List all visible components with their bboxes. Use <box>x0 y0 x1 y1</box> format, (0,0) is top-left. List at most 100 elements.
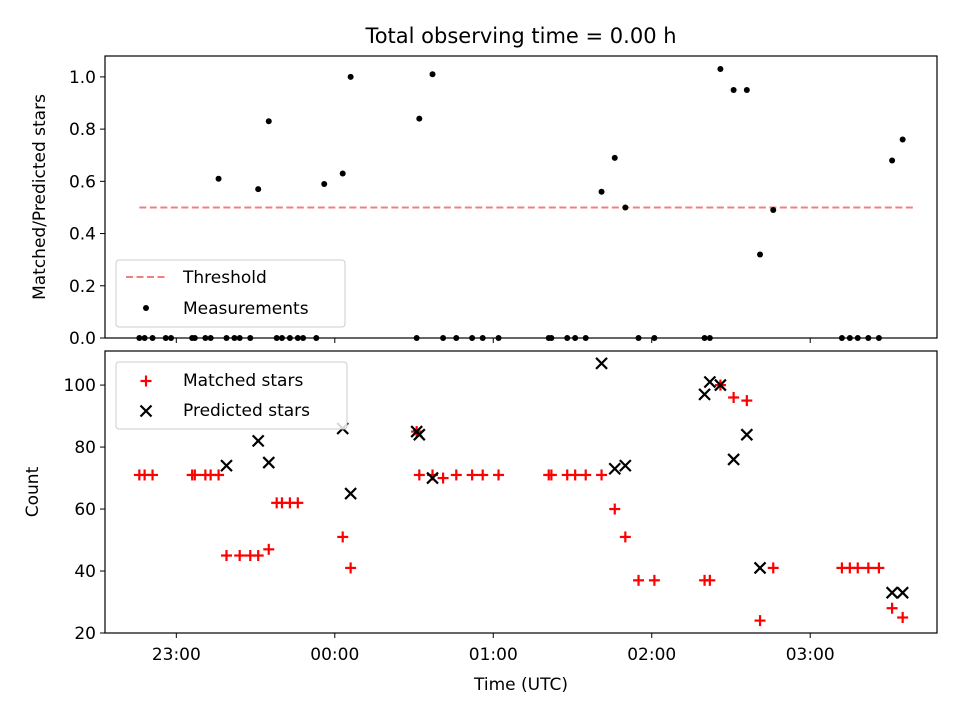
measurement-point <box>273 335 280 341</box>
matched-star-marker <box>413 469 425 481</box>
cross-stroke-b <box>262 456 276 469</box>
top-legend-box <box>115 259 346 328</box>
cross-stroke-b <box>698 388 711 401</box>
top-panel: 0.0 0.2 0.4 0.6 0.8 1.0 Threshold Measurements <box>69 55 938 349</box>
measurement-point <box>889 157 896 164</box>
matched-star-marker <box>767 562 779 574</box>
measurement-point <box>846 335 853 341</box>
measurement-point <box>706 335 713 341</box>
measurement-point <box>141 335 148 341</box>
measurement-point <box>838 335 845 341</box>
matched-star-marker <box>545 469 557 481</box>
measurement-point <box>202 335 209 341</box>
bottom-plot-frame <box>104 350 938 634</box>
measurement-point <box>582 335 589 341</box>
cross-stroke-b <box>727 453 740 466</box>
matched-star-marker <box>263 543 275 555</box>
cross-stroke-b <box>608 462 622 476</box>
measurement-point <box>548 335 555 341</box>
measurement-point <box>611 154 618 161</box>
matched-star-marker <box>741 395 753 407</box>
measurement-point <box>236 335 243 341</box>
measurement-point <box>651 335 658 341</box>
measurement-point <box>300 335 307 341</box>
measurement-point <box>231 335 238 341</box>
x-tick-label: 03:00 <box>786 645 835 665</box>
matched-star-marker <box>633 574 645 586</box>
x-tick-label: 01:00 <box>469 645 518 665</box>
predicted-star-marker <box>413 428 426 441</box>
matched-star-marker <box>477 469 489 481</box>
matched-star-marker <box>596 469 608 481</box>
cross-stroke-b <box>740 428 754 441</box>
legend-measurement-swatch <box>143 305 149 311</box>
predicted-star-marker <box>595 357 608 370</box>
predicted-star-marker <box>426 471 439 485</box>
measurement-point <box>149 335 156 341</box>
predicted-star-marker <box>344 487 357 500</box>
measurement-point <box>701 335 708 341</box>
measurement-point <box>416 115 423 122</box>
measurement-point <box>294 335 301 341</box>
measurement-point <box>770 207 777 214</box>
measurement-point <box>564 335 571 341</box>
matched-star-marker <box>292 497 304 509</box>
measurement-point <box>339 170 346 177</box>
top-y-axis-label: Matched/Predicted stars <box>30 94 50 300</box>
matched-star-marker <box>754 615 766 627</box>
legend-predicted-label: Predicted stars <box>183 401 310 421</box>
predicted-star-marker <box>608 462 622 476</box>
predicted-star-marker <box>714 378 727 392</box>
predicted-star-marker <box>740 428 754 441</box>
cross-stroke-b <box>753 561 767 575</box>
matched-star-marker <box>450 469 462 481</box>
top-y-tick-label: 0.0 <box>69 329 96 349</box>
bottom-y-tick-label: 100 <box>64 376 96 396</box>
measurement-point <box>191 335 198 341</box>
matched-star-marker <box>580 469 592 481</box>
measurement-point <box>265 118 272 125</box>
measurement-point <box>313 335 320 341</box>
measurement-point <box>854 335 861 341</box>
predicted-star-marker <box>251 434 265 448</box>
measurement-point <box>899 136 906 143</box>
top-legend: Threshold Measurements <box>115 259 346 328</box>
cross-stroke-b <box>139 404 153 418</box>
measurement-point <box>453 335 460 341</box>
bottom-y-tick-label: 80 <box>74 438 96 458</box>
predicted-star-marker <box>698 388 711 401</box>
measurement-point <box>162 335 169 341</box>
measurement-point <box>598 188 605 195</box>
predicted-star-marker <box>220 459 233 472</box>
cross-stroke-b <box>885 586 899 599</box>
x-tick-label: 23:00 <box>152 645 201 665</box>
measurement-point <box>440 335 447 341</box>
matched-star-marker <box>873 562 885 574</box>
measurement-point <box>247 335 254 341</box>
bottom-y-axis-label: Count <box>23 466 43 517</box>
matched-star-marker <box>852 562 864 574</box>
top-y-tick-label: 0.8 <box>69 120 96 140</box>
measurement-point <box>347 73 354 80</box>
matched-star-marker <box>437 472 449 484</box>
top-plot-frame <box>104 55 938 339</box>
matched-star-marker <box>862 562 874 574</box>
measurement-point <box>215 175 222 182</box>
measurement-point <box>757 251 764 258</box>
measurement-point <box>743 86 750 93</box>
cross-stroke-b <box>426 471 439 485</box>
matched-star-marker <box>886 602 898 614</box>
cross-stroke-b <box>619 459 632 472</box>
matched-star-marker <box>493 469 505 481</box>
cross-stroke-b <box>220 459 233 472</box>
matched-star-marker <box>220 550 232 562</box>
matched-star-marker <box>609 503 621 515</box>
measurement-point <box>223 335 230 341</box>
predicted-star-marker <box>896 586 909 599</box>
measurement-point <box>321 180 328 187</box>
predicted-star-marker <box>703 375 717 389</box>
measurement-point <box>622 204 629 211</box>
measurement-point <box>469 335 476 341</box>
matched-star-marker <box>252 550 264 562</box>
top-y-tick-label: 0.6 <box>69 172 96 192</box>
